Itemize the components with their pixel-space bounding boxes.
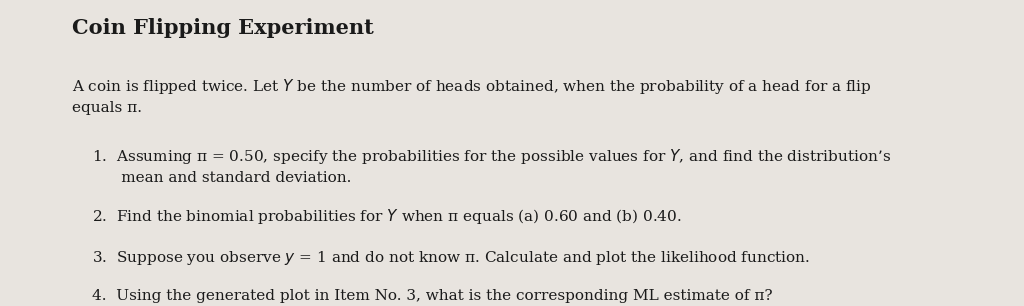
Text: A coin is flipped twice. Let $Y$ be the number of heads obtained, when the proba: A coin is flipped twice. Let $Y$ be the … [72, 76, 871, 115]
Text: 1.  Assuming π = 0.50, specify the probabilities for the possible values for $Y$: 1. Assuming π = 0.50, specify the probab… [92, 147, 891, 185]
Text: 4.  Using the generated plot in Item No. 3, what is the corresponding ML estimat: 4. Using the generated plot in Item No. … [92, 289, 773, 303]
Text: Coin Flipping Experiment: Coin Flipping Experiment [72, 18, 374, 38]
Text: 3.  Suppose you observe $y$ = 1 and do not know π. Calculate and plot the likeli: 3. Suppose you observe $y$ = 1 and do no… [92, 249, 810, 267]
Text: 2.  Find the binomial probabilities for $Y$ when π equals (a) 0.60 and (b) 0.40.: 2. Find the binomial probabilities for $… [92, 207, 682, 226]
